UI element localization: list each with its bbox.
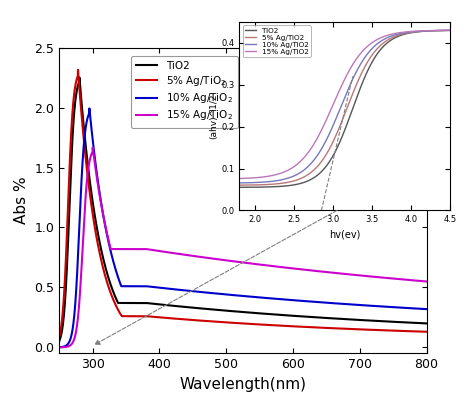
5% Ag/TiO2 (442, 28, 448, 33)
10% Ag/TiO$_2$ (346, 302, 352, 306)
15% Ag/TiO$_2$ (235, 260, 241, 264)
TiO2 (237, 185, 242, 190)
15% Ag/TiO2 (410, 29, 415, 34)
15% Ag/TiO$_2$ (226, 258, 231, 263)
TiO2 (56, 339, 62, 343)
15% Ag/TiO$_2$ (413, 278, 419, 283)
Line: 5% Ag/TiO$_2$: 5% Ag/TiO$_2$ (59, 70, 427, 337)
5% Ag/TiO2 (447, 28, 453, 33)
10% Ag/TiO2 (410, 29, 415, 34)
Line: 15% Ag/TiO$_2$: 15% Ag/TiO$_2$ (59, 148, 427, 347)
10% Ag/TiO$_2$ (235, 293, 241, 298)
5% Ag/TiO$_2$ (56, 335, 62, 339)
TiO2 (337, 140, 342, 145)
10% Ag/TiO$_2$ (413, 306, 419, 311)
TiO2 (75, 83, 81, 88)
TiO2 (447, 28, 453, 33)
Y-axis label: (ahv)^1/2: (ahv)^1/2 (210, 93, 219, 139)
Legend: TiO2, 5% Ag/TiO2, 10% Ag/TiO2, 15% Ag/TiO2: TiO2, 5% Ag/TiO2, 10% Ag/TiO2, 15% Ag/Ti… (243, 25, 311, 57)
10% Ag/TiO2 (237, 181, 242, 185)
TiO2 (77, 75, 82, 80)
5% Ag/TiO2 (337, 125, 342, 129)
10% Ag/TiO2 (351, 75, 356, 80)
10% Ag/TiO$_2$ (226, 292, 231, 297)
Line: TiO2: TiO2 (59, 77, 427, 341)
10% Ag/TiO2 (442, 28, 448, 33)
X-axis label: hv(ev): hv(ev) (329, 230, 361, 240)
Line: TiO2: TiO2 (239, 31, 450, 187)
TiO2 (410, 30, 415, 35)
5% Ag/TiO$_2$ (75, 67, 81, 72)
10% Ag/TiO$_2$ (87, 106, 92, 111)
Line: 15% Ag/TiO2: 15% Ag/TiO2 (239, 30, 450, 179)
TiO2 (362, 75, 368, 79)
15% Ag/TiO2 (337, 88, 342, 93)
Line: 10% Ag/TiO2: 10% Ag/TiO2 (239, 30, 450, 183)
5% Ag/TiO2 (362, 64, 368, 69)
5% Ag/TiO2 (338, 121, 344, 126)
10% Ag/TiO$_2$ (56, 345, 62, 350)
5% Ag/TiO2 (237, 183, 242, 187)
10% Ag/TiO$_2$ (75, 254, 81, 258)
5% Ag/TiO2 (351, 89, 356, 94)
15% Ag/TiO2 (442, 28, 448, 33)
X-axis label: Wavelength(nm): Wavelength(nm) (180, 377, 306, 392)
5% Ag/TiO$_2$ (75, 70, 81, 75)
TiO2 (338, 137, 344, 142)
10% Ag/TiO2 (447, 28, 453, 33)
15% Ag/TiO$_2$ (346, 272, 352, 277)
15% Ag/TiO$_2$ (56, 345, 62, 350)
5% Ag/TiO$_2$ (226, 320, 231, 325)
TiO2 (346, 317, 352, 322)
10% Ag/TiO2 (337, 108, 342, 112)
10% Ag/TiO2 (362, 55, 368, 60)
10% Ag/TiO$_2$ (413, 306, 419, 311)
TiO2 (226, 308, 231, 313)
5% Ag/TiO$_2$ (346, 326, 352, 331)
15% Ag/TiO2 (447, 28, 453, 33)
5% Ag/TiO2 (410, 30, 415, 35)
15% Ag/TiO2 (362, 46, 368, 51)
15% Ag/TiO$_2$ (413, 278, 419, 283)
15% Ag/TiO2 (338, 85, 344, 90)
15% Ag/TiO$_2$ (90, 145, 96, 150)
Y-axis label: Abs %: Abs % (14, 177, 29, 224)
TiO2 (413, 320, 419, 325)
Legend: TiO2, 5% Ag/TiO$_2$, 10% Ag/TiO$_2$, 15% Ag/TiO$_2$: TiO2, 5% Ag/TiO$_2$, 10% Ag/TiO$_2$, 15%… (131, 56, 238, 128)
15% Ag/TiO2 (351, 61, 356, 66)
TiO2 (424, 321, 429, 326)
TiO2 (413, 320, 419, 325)
10% Ag/TiO$_2$ (424, 307, 429, 312)
5% Ag/TiO$_2$ (235, 321, 241, 326)
15% Ag/TiO$_2$ (75, 315, 81, 320)
15% Ag/TiO$_2$ (424, 279, 429, 284)
15% Ag/TiO2 (237, 176, 242, 181)
Line: 5% Ag/TiO2: 5% Ag/TiO2 (239, 31, 450, 185)
5% Ag/TiO$_2$ (413, 329, 419, 334)
TiO2 (235, 309, 241, 314)
10% Ag/TiO2 (338, 104, 344, 109)
TiO2 (351, 104, 356, 109)
TiO2 (442, 28, 448, 33)
Line: 10% Ag/TiO$_2$: 10% Ag/TiO$_2$ (59, 108, 427, 347)
5% Ag/TiO$_2$ (413, 329, 419, 334)
5% Ag/TiO$_2$ (424, 330, 429, 334)
